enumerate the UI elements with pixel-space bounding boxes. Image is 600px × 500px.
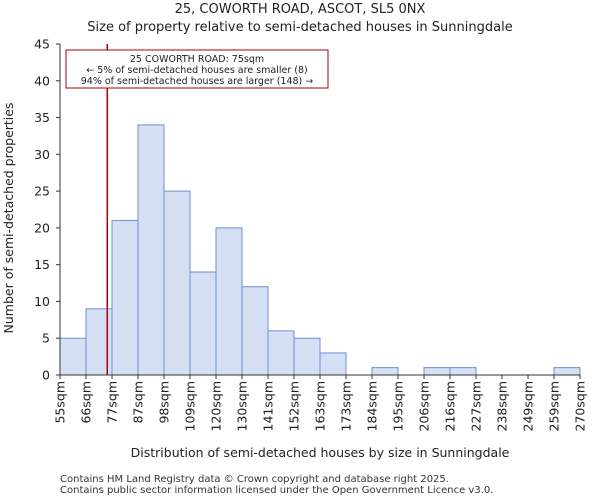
x-axis-label: Distribution of semi-detached houses by … <box>131 445 510 460</box>
x-tick-label: 270sqm <box>573 381 588 431</box>
y-tick-label: 0 <box>42 368 50 383</box>
histogram-bar <box>423 367 451 376</box>
annotation-larger: 94% of semi-detached houses are larger (… <box>81 76 314 87</box>
x-tick-label: 206sqm <box>417 381 432 431</box>
y-tick-label: 10 <box>34 294 50 309</box>
histogram-bar <box>215 227 243 376</box>
y-tick-label: 15 <box>34 257 50 272</box>
chart-title-line1: 25, COWORTH ROAD, ASCOT, SL5 0NX <box>174 2 426 17</box>
y-tick-label: 35 <box>34 110 50 125</box>
histogram-bar <box>293 337 321 376</box>
x-tick-label: 98sqm <box>157 381 172 424</box>
x-tick-label: 66sqm <box>79 381 94 424</box>
histogram-bar <box>111 220 139 376</box>
histogram-bar <box>137 124 165 376</box>
x-tick-label: 130sqm <box>235 381 250 431</box>
x-tick-label: 227sqm <box>469 381 484 431</box>
y-tick-label: 25 <box>34 184 50 199</box>
x-tick-label: 152sqm <box>287 381 302 431</box>
histogram-bar <box>163 190 191 376</box>
x-tick-label: 259sqm <box>547 381 562 431</box>
chart-title-line2: Size of property relative to semi-detach… <box>87 20 513 35</box>
x-tick-label: 163sqm <box>313 381 328 431</box>
y-axis-label: Number of semi-detached properties <box>1 103 16 334</box>
footer-copyright: Contains HM Land Registry data © Crown c… <box>60 474 449 485</box>
x-tick-label: 238sqm <box>495 381 510 431</box>
x-tick-label: 55sqm <box>53 381 68 424</box>
x-tick-label: 173sqm <box>339 381 354 431</box>
histogram-bar <box>189 271 217 376</box>
footer-licence: Contains public sector information licen… <box>60 485 494 496</box>
y-tick-label: 5 <box>42 331 50 346</box>
histogram-bar <box>85 308 113 376</box>
x-tick-label: 87sqm <box>131 381 146 424</box>
y-tick-label: 20 <box>34 220 50 235</box>
annotation-box <box>65 49 329 89</box>
histogram-bar <box>449 367 477 376</box>
x-tick-label: 109sqm <box>183 381 198 431</box>
y-tick-label: 40 <box>34 73 50 88</box>
histogram-bar <box>371 367 399 376</box>
annotation-smaller: ← 5% of semi-detached houses are smaller… <box>86 65 307 76</box>
x-tick-label: 216sqm <box>443 381 458 431</box>
histogram-bar <box>59 337 87 376</box>
x-tick-label: 120sqm <box>209 381 224 431</box>
x-tick-label: 184sqm <box>365 381 380 431</box>
histogram-bar <box>319 352 347 376</box>
annotation-title: 25 COWORTH ROAD: 75sqm <box>130 54 264 65</box>
y-tick-label: 30 <box>34 147 50 162</box>
histogram-bar <box>267 330 295 376</box>
x-tick-label: 249sqm <box>521 381 536 431</box>
x-tick-label: 195sqm <box>391 381 406 431</box>
y-tick-label: 45 <box>34 37 50 52</box>
x-tick-label: 141sqm <box>261 381 276 431</box>
x-tick-label: 77sqm <box>105 381 120 424</box>
histogram-bar <box>241 286 269 376</box>
histogram-bar <box>553 367 581 376</box>
